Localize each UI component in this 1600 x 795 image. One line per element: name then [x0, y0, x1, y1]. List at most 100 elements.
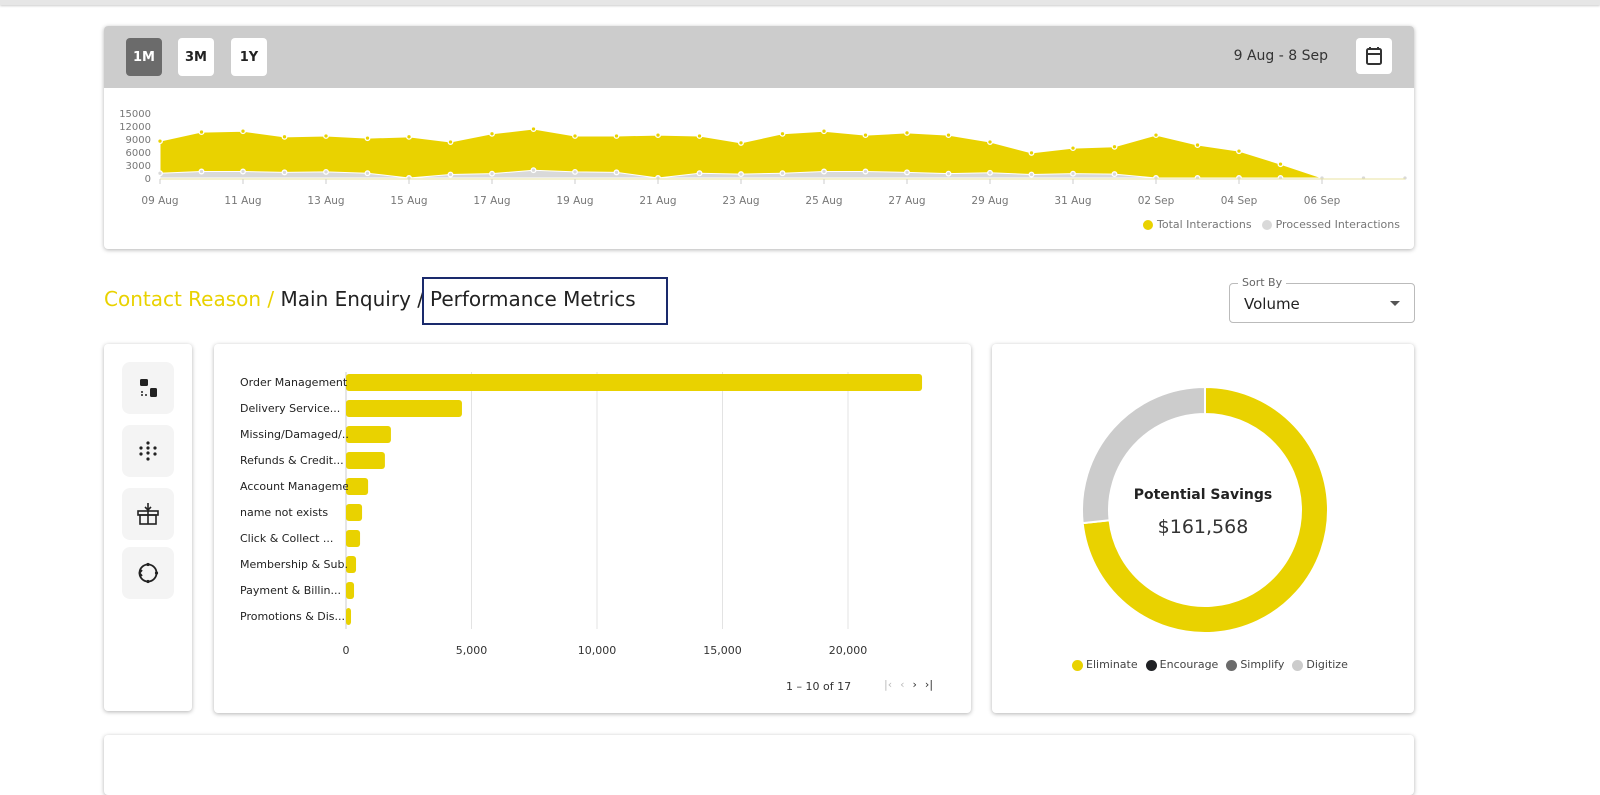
data-point: [904, 129, 910, 136]
data-point: [447, 139, 454, 145]
data-point: [613, 169, 620, 176]
legend-encourage[interactable]: Encourage: [1145, 658, 1218, 671]
hierarchy-icon: [140, 379, 157, 397]
first-page-icon[interactable]: |‹: [884, 678, 893, 691]
data-point: [987, 169, 993, 176]
legend-digitize[interactable]: Digitize: [1292, 658, 1348, 671]
hierarchy-button[interactable]: [122, 362, 174, 414]
breadcrumb: Contact Reason / Main Enquiry / Performan…: [104, 277, 668, 325]
data-point: [323, 133, 329, 139]
bar-label: Promotions & Dis...: [240, 610, 346, 623]
donut-segment-digitize: [1081, 385, 1206, 525]
data-point: [613, 133, 620, 139]
legend-total[interactable]: Total Interactions: [1143, 218, 1252, 231]
bar-label: Membership & Sub...: [240, 558, 348, 571]
bar: [346, 452, 385, 469]
data-point: [281, 169, 288, 176]
calendar-button[interactable]: [1356, 38, 1392, 74]
data-point: [530, 126, 537, 132]
data-point: [530, 167, 537, 174]
chevron-down-icon: [1390, 301, 1400, 306]
bar: [346, 582, 355, 599]
x-tick-label: 10,000: [578, 644, 617, 657]
x-tick-label: 06 Sep: [1304, 195, 1341, 207]
bar: [346, 556, 357, 573]
range-1m-button[interactable]: 1M: [126, 38, 162, 76]
bar-chart-card: 0 5,000 10,000 15,000 20,000 Order Managemen…: [214, 344, 971, 713]
data-point: [1070, 145, 1076, 152]
data-point: [1277, 161, 1284, 168]
bar: [346, 608, 352, 625]
data-point: [1153, 132, 1159, 139]
bar: [346, 478, 369, 495]
data-point: [1277, 175, 1284, 181]
donut-title: Potential Savings: [1133, 487, 1273, 503]
data-point: [447, 171, 454, 178]
data-point: [738, 139, 744, 146]
data-point: [240, 128, 246, 135]
bar-label: Order Management: [240, 376, 348, 389]
data-point: [945, 170, 952, 177]
legend-processed[interactable]: Processed Interactions: [1261, 218, 1400, 231]
data-point: [489, 170, 495, 177]
data-point: [323, 168, 329, 175]
x-tick-label: 21 Aug: [639, 195, 676, 207]
icon-panel: [104, 344, 192, 711]
prev-page-icon[interactable]: ‹: [900, 678, 905, 691]
date-range-text: 9 Aug - 8 Sep: [1233, 48, 1328, 64]
bar-label: name not exists: [240, 506, 329, 519]
cluster-button[interactable]: [122, 425, 174, 477]
data-point: [821, 168, 827, 175]
data-point: [779, 130, 786, 137]
range-3m-button[interactable]: 3M: [178, 38, 214, 76]
data-point: [157, 170, 163, 177]
legend-eliminate[interactable]: Eliminate: [1072, 658, 1138, 671]
x-tick-label: 04 Sep: [1221, 195, 1258, 207]
data-point: [364, 170, 371, 177]
y-tick-label: 3000: [126, 161, 151, 172]
data-point: [572, 168, 578, 175]
bar: [346, 504, 363, 521]
savings-card: Potential Savings $161,568 Eliminate Enc…: [992, 344, 1414, 713]
data-point: [1111, 171, 1118, 178]
x-tick-label: 17 Aug: [473, 195, 510, 207]
data-point: [1194, 142, 1201, 149]
bar-label: Missing/Damaged/...: [240, 428, 348, 441]
data-point: [1402, 175, 1408, 181]
sort-by-label: Sort By: [1238, 276, 1287, 289]
sort-by-select[interactable]: Sort By Volume: [1229, 276, 1415, 323]
last-page-icon[interactable]: ›|: [924, 678, 934, 691]
data-point: [904, 169, 910, 176]
data-point: [281, 133, 288, 140]
calendar-icon: [1366, 47, 1382, 65]
x-tick-label: 19 Aug: [556, 195, 593, 207]
cycle-button[interactable]: [122, 547, 174, 599]
breadcrumb-main-enquiry[interactable]: Main Enquiry /: [280, 287, 425, 311]
data-point: [198, 168, 205, 175]
y-tick-label: 0: [145, 174, 151, 185]
data-point: [157, 138, 163, 145]
x-tick-label: 13 Aug: [307, 195, 344, 207]
x-tick-label: 09 Aug: [141, 195, 178, 207]
x-tick-label: 5,000: [456, 644, 488, 657]
data-point: [240, 168, 246, 175]
trend-header: 1M 3M 1Y 9 Aug - 8 Sep: [104, 26, 1414, 88]
bar-label: Account Manageme...: [240, 480, 348, 493]
x-tick-label: 23 Aug: [722, 195, 759, 207]
legend-simplify[interactable]: Simplify: [1226, 658, 1284, 671]
box-button[interactable]: [122, 488, 174, 540]
savings-donut-chart: [1081, 385, 1329, 634]
x-tick-label: 15 Aug: [390, 195, 427, 207]
y-tick-label: 12000: [119, 122, 151, 133]
data-point: [1236, 148, 1242, 155]
x-tick-label: 27 Aug: [888, 195, 925, 207]
breadcrumb-contact-reason[interactable]: Contact Reason /: [104, 287, 275, 311]
area-total: [159, 128, 1406, 179]
trend-area-chart: 15000 12000 9000 6000 3000 0 09 Aug 11 Aug 13 Au…: [119, 109, 1408, 207]
bar-label: Delivery Service...: [240, 402, 341, 415]
box-icon: [137, 503, 159, 525]
range-1y-button[interactable]: 1Y: [231, 38, 267, 76]
next-page-icon[interactable]: ›: [912, 678, 917, 691]
bar-label: Payment & Billin...: [240, 584, 341, 597]
data-point: [1194, 175, 1201, 181]
